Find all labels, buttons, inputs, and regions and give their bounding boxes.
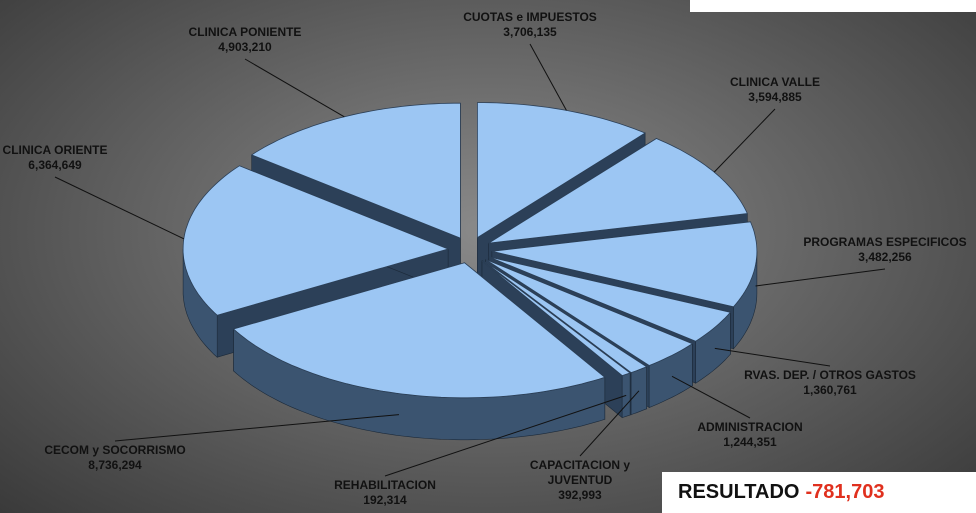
chart: RESULTADO -781,703 CUOTAS e IMPUESTOS3,70…: [0, 0, 976, 513]
value-label: 3,482,256: [803, 250, 966, 265]
result-value: -781,703: [805, 481, 884, 503]
category-label: PROGRAMAS ESPECIFICOS: [803, 235, 966, 249]
value-label: 4,903,210: [189, 40, 302, 55]
leader-line: [756, 269, 885, 286]
category-label: CLINICA ORIENTE: [3, 143, 108, 157]
leader-line: [714, 109, 775, 172]
category-label: ADMINISTRACION: [697, 420, 802, 434]
category-label: RVAS. DEP. / OTROS GASTOS: [744, 368, 916, 382]
category-label: CECOM y SOCORRISMO: [44, 443, 185, 457]
leader-line: [672, 376, 750, 418]
leader-line: [245, 59, 344, 117]
value-label: 1,244,351: [697, 435, 802, 450]
category-label: REHABILITACION: [334, 478, 436, 492]
leader-line: [715, 348, 830, 366]
value-label: 8,736,294: [44, 458, 185, 473]
result-label: RESULTADO: [678, 481, 799, 503]
result-box: RESULTADO -781,703: [662, 472, 976, 513]
category-label: CAPACITACION y JUVENTUD: [525, 458, 635, 488]
category-label: CLINICA PONIENTE: [189, 25, 302, 39]
value-label: 3,594,885: [730, 90, 820, 105]
leader-line: [530, 44, 566, 110]
value-label: 192,314: [334, 493, 436, 508]
value-label: 6,364,649: [3, 158, 108, 173]
category-label: CLINICA VALLE: [730, 75, 820, 89]
leader-line: [55, 177, 184, 239]
value-label: 1,360,761: [744, 383, 916, 398]
category-label: CUOTAS e IMPUESTOS: [463, 10, 597, 24]
value-label: 392,993: [525, 488, 635, 503]
value-label: 3,706,135: [463, 25, 597, 40]
